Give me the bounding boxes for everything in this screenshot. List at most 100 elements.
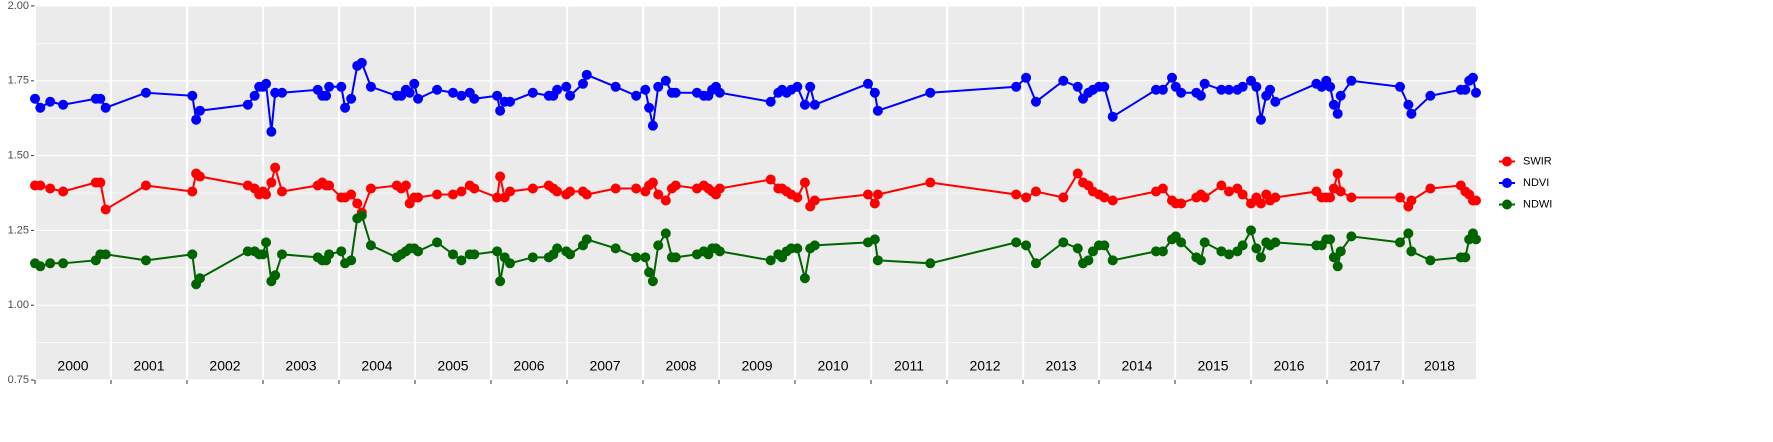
- data-point: [456, 186, 467, 197]
- data-point: [95, 93, 106, 104]
- data-point: [631, 90, 642, 101]
- y-tick-label: 0.75: [8, 374, 29, 386]
- legend-key-point: [1502, 156, 1512, 167]
- data-point: [925, 177, 936, 188]
- data-point: [495, 171, 506, 182]
- data-point: [644, 102, 655, 113]
- data-point: [809, 195, 820, 206]
- y-tick-label: 2.00: [8, 0, 29, 12]
- data-point: [631, 183, 642, 194]
- data-point: [277, 249, 288, 260]
- data-point: [1107, 255, 1118, 266]
- data-point: [670, 252, 681, 263]
- data-point: [356, 210, 367, 221]
- data-point: [95, 177, 106, 188]
- data-point: [1471, 87, 1481, 98]
- data-point: [1216, 84, 1227, 95]
- data-point: [1030, 258, 1041, 269]
- year-label: 2005: [437, 358, 468, 374]
- data-point: [277, 87, 288, 98]
- data-point: [1406, 195, 1417, 206]
- data-point: [799, 273, 810, 284]
- data-point: [492, 246, 503, 257]
- data-point: [324, 249, 335, 260]
- data-point: [660, 195, 671, 206]
- year-label: 2008: [665, 358, 696, 374]
- data-point: [1346, 231, 1357, 242]
- data-point: [1246, 225, 1257, 236]
- data-point: [1011, 81, 1022, 92]
- data-point: [552, 84, 563, 95]
- data-point: [581, 69, 592, 80]
- data-point: [809, 99, 820, 110]
- data-point: [765, 255, 776, 266]
- data-point: [100, 249, 111, 260]
- data-point: [872, 105, 883, 116]
- year-label: 2006: [513, 358, 544, 374]
- data-point: [1460, 84, 1471, 95]
- year-label: 2004: [361, 358, 392, 374]
- data-point: [799, 99, 810, 110]
- data-point: [1471, 234, 1481, 245]
- legend-key-point: [1502, 199, 1512, 210]
- data-point: [1030, 186, 1041, 197]
- data-point: [1058, 75, 1069, 86]
- data-point: [336, 246, 347, 257]
- data-point: [527, 87, 538, 98]
- data-point: [1255, 252, 1266, 263]
- data-point: [869, 198, 880, 209]
- data-point: [1394, 192, 1405, 203]
- data-point: [1216, 180, 1227, 191]
- data-point: [1237, 189, 1248, 200]
- year-label: 2003: [285, 358, 316, 374]
- data-point: [872, 255, 883, 266]
- data-point: [1021, 240, 1032, 251]
- data-point: [409, 78, 420, 89]
- data-point: [261, 237, 272, 248]
- data-point: [565, 249, 576, 260]
- data-point: [1021, 72, 1032, 83]
- data-point: [266, 126, 277, 137]
- data-point: [1406, 246, 1417, 257]
- data-point: [1223, 84, 1234, 95]
- data-point: [505, 258, 516, 269]
- data-point: [653, 240, 664, 251]
- data-point: [1332, 261, 1343, 272]
- data-point: [1151, 246, 1162, 257]
- data-point: [792, 192, 803, 203]
- y-tick-label: 1.75: [8, 75, 29, 87]
- data-point: [400, 180, 411, 191]
- data-point: [1325, 192, 1336, 203]
- year-label: 2002: [209, 358, 240, 374]
- data-point: [1237, 81, 1248, 92]
- data-point: [640, 252, 651, 263]
- data-point: [1270, 192, 1281, 203]
- data-point: [565, 186, 576, 197]
- data-point: [45, 96, 56, 107]
- data-point: [1157, 183, 1168, 194]
- data-point: [640, 84, 651, 95]
- y-tick-label: 1.25: [8, 224, 29, 236]
- data-point: [352, 198, 363, 209]
- data-point: [799, 177, 810, 188]
- data-point: [1467, 72, 1478, 83]
- data-point: [653, 189, 664, 200]
- data-point: [872, 189, 883, 200]
- data-point: [647, 276, 658, 287]
- data-point: [242, 99, 253, 110]
- data-point: [270, 270, 281, 281]
- data-point: [1335, 90, 1346, 101]
- year-label: 2010: [817, 358, 848, 374]
- data-point: [792, 243, 803, 254]
- data-point: [1099, 81, 1110, 92]
- data-point: [1072, 168, 1083, 179]
- year-label: 2016: [1273, 358, 1304, 374]
- data-point: [809, 240, 820, 251]
- data-point: [505, 96, 516, 107]
- data-point: [495, 276, 506, 287]
- data-point: [448, 249, 459, 260]
- data-point: [527, 183, 538, 194]
- data-point: [100, 102, 111, 113]
- data-point: [1325, 234, 1336, 245]
- data-point: [1425, 183, 1436, 194]
